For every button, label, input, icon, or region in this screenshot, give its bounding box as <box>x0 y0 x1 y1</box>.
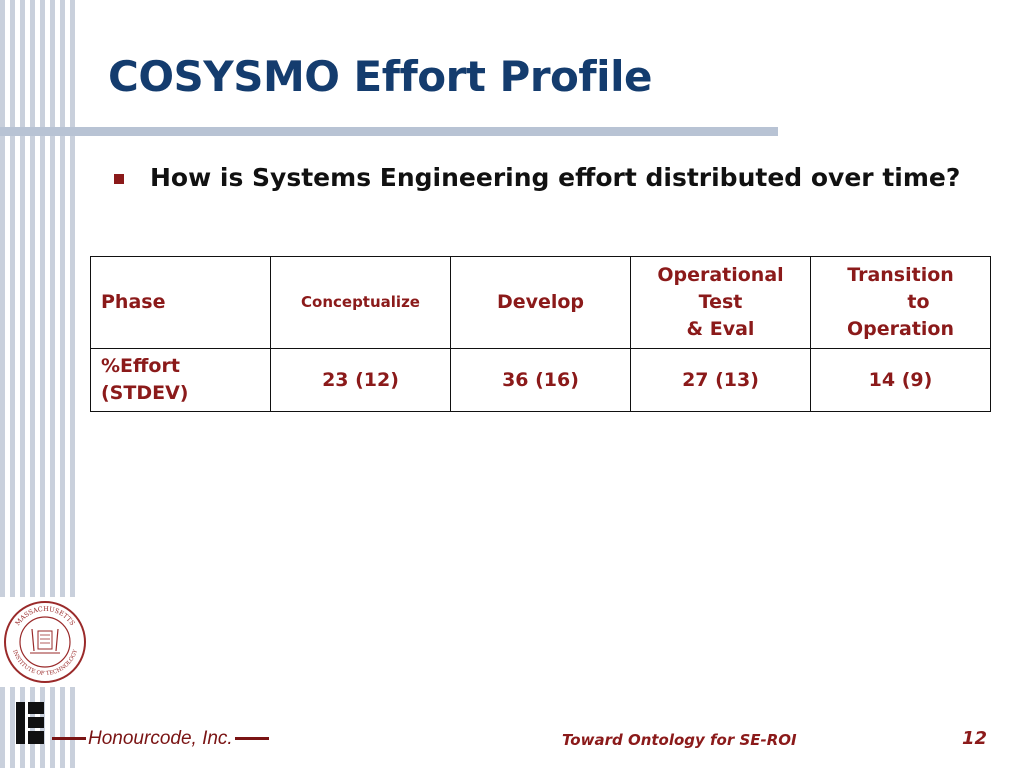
header-tr-line-2: to <box>907 291 930 313</box>
company-rule-left <box>52 737 86 741</box>
header-op-line-2: Test <box>698 291 743 313</box>
title-underline <box>0 127 778 136</box>
cell-develop: 36 (16) <box>450 348 631 412</box>
header-operational-test: Operational Test & Eval <box>630 256 811 349</box>
company-rule-right <box>234 737 269 741</box>
mit-seal: MASSACHUSETTS INSTITUTE OF TECHNOLOGY <box>0 597 90 687</box>
table-row: %Effort (STDEV) 23 (12) 36 (16) 27 (13) … <box>90 348 991 412</box>
header-op-line-3: & Eval <box>686 318 755 340</box>
cell-conceptualize: 23 (12) <box>270 348 451 412</box>
row-label: %Effort (STDEV) <box>90 348 271 412</box>
bullet-text: How is Systems Engineering effort distri… <box>150 163 961 192</box>
header-op-line-1: Operational <box>657 264 784 286</box>
cell-transition: 14 (9) <box>810 348 991 412</box>
company-name: Honourcode, Inc. <box>50 728 271 750</box>
company-name-text: Honourcode, Inc. <box>88 728 233 749</box>
table-header-row: Phase Conceptualize Develop Operational … <box>90 256 991 349</box>
bullet-marker <box>114 174 124 184</box>
row-label-line-1: %Effort <box>101 355 180 377</box>
effort-table: Phase Conceptualize Develop Operational … <box>90 256 991 412</box>
header-tr-line-1: Transition <box>847 264 954 286</box>
cell-op-test: 27 (13) <box>630 348 811 412</box>
header-phase: Phase <box>90 256 271 349</box>
header-transition: Transition to Operation <box>810 256 991 349</box>
row-label-line-2: (STDEV) <box>101 382 189 404</box>
header-conceptualize: Conceptualize <box>270 256 451 349</box>
honourcode-logo-icon <box>14 700 48 746</box>
slide-title: COSYSMO Effort Profile <box>108 52 652 101</box>
page-number: 12 <box>962 728 988 749</box>
header-tr-line-3: Operation <box>846 318 954 340</box>
footer-title: Toward Ontology for SE-ROI <box>562 731 797 749</box>
header-develop: Develop <box>450 256 631 349</box>
